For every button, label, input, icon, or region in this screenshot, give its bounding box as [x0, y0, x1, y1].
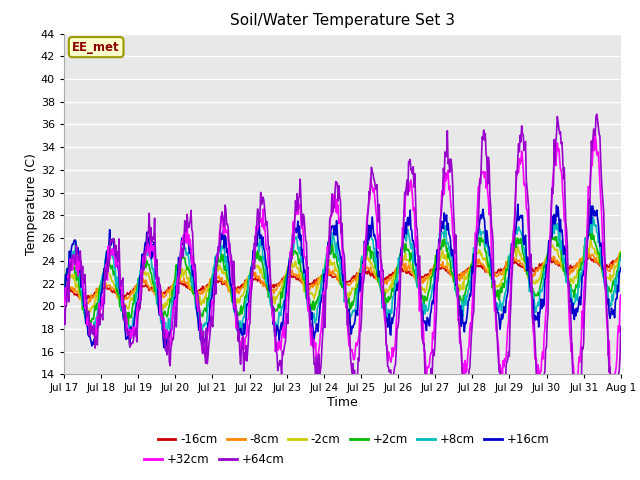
- +2cm: [86, 324, 93, 329]
- -16cm: [70, 292, 78, 298]
- +2cm: [185, 266, 193, 272]
- +16cm: [70, 238, 78, 244]
- +16cm: [60, 302, 68, 308]
- -2cm: [617, 249, 625, 254]
- +32cm: [70, 255, 78, 261]
- -2cm: [128, 298, 136, 303]
- +32cm: [426, 353, 434, 359]
- +64cm: [184, 222, 192, 228]
- +32cm: [591, 132, 599, 138]
- +8cm: [589, 215, 596, 220]
- +64cm: [410, 184, 418, 190]
- +2cm: [70, 265, 78, 271]
- -2cm: [587, 237, 595, 243]
- +64cm: [426, 378, 434, 384]
- +16cm: [127, 335, 135, 341]
- Line: +16cm: +16cm: [64, 204, 621, 351]
- +2cm: [128, 307, 136, 313]
- Line: -8cm: -8cm: [64, 253, 621, 304]
- -2cm: [70, 272, 78, 277]
- -8cm: [585, 250, 593, 256]
- +32cm: [610, 390, 618, 396]
- -2cm: [428, 277, 435, 283]
- +2cm: [585, 226, 593, 231]
- -8cm: [70, 289, 78, 295]
- +8cm: [70, 252, 78, 257]
- +64cm: [214, 259, 221, 264]
- +2cm: [428, 275, 435, 280]
- Line: +2cm: +2cm: [64, 228, 621, 326]
- +32cm: [184, 240, 192, 246]
- +16cm: [214, 250, 222, 256]
- +8cm: [124, 333, 132, 338]
- -16cm: [617, 254, 625, 260]
- +8cm: [128, 328, 136, 334]
- +2cm: [60, 288, 68, 293]
- +64cm: [70, 255, 78, 261]
- +64cm: [593, 111, 600, 117]
- -8cm: [411, 275, 419, 280]
- +8cm: [60, 298, 68, 304]
- -8cm: [617, 251, 625, 257]
- Line: +32cm: +32cm: [64, 135, 621, 393]
- Y-axis label: Temperature (C): Temperature (C): [25, 153, 38, 255]
- +16cm: [185, 242, 193, 248]
- -8cm: [128, 288, 136, 293]
- Title: Soil/Water Temperature Set 3: Soil/Water Temperature Set 3: [230, 13, 455, 28]
- +32cm: [410, 204, 418, 210]
- +8cm: [617, 255, 625, 261]
- +2cm: [214, 254, 222, 260]
- -16cm: [128, 288, 136, 294]
- -2cm: [60, 282, 68, 288]
- -16cm: [411, 273, 419, 278]
- Line: +8cm: +8cm: [64, 217, 621, 336]
- +8cm: [428, 295, 435, 300]
- +16cm: [163, 348, 170, 354]
- +8cm: [411, 260, 419, 265]
- -8cm: [185, 285, 193, 290]
- +64cm: [60, 307, 68, 312]
- +8cm: [214, 249, 222, 255]
- -16cm: [584, 253, 592, 259]
- Text: EE_met: EE_met: [72, 41, 120, 54]
- Line: +64cm: +64cm: [64, 114, 621, 424]
- +64cm: [611, 421, 618, 427]
- +2cm: [617, 250, 625, 256]
- +32cm: [617, 292, 625, 298]
- -2cm: [411, 274, 419, 280]
- -16cm: [214, 280, 222, 286]
- -8cm: [60, 286, 68, 291]
- X-axis label: Time: Time: [327, 396, 358, 409]
- +8cm: [185, 255, 193, 261]
- -16cm: [428, 266, 435, 272]
- +2cm: [411, 270, 419, 276]
- +32cm: [214, 251, 221, 256]
- -16cm: [185, 284, 193, 290]
- +16cm: [411, 249, 419, 255]
- +16cm: [514, 202, 522, 207]
- +32cm: [60, 302, 68, 308]
- -8cm: [428, 272, 435, 277]
- +16cm: [617, 265, 625, 271]
- -16cm: [80, 297, 88, 302]
- Legend: +32cm, +64cm: +32cm, +64cm: [140, 448, 289, 471]
- +64cm: [127, 341, 135, 347]
- -2cm: [214, 268, 222, 274]
- +32cm: [127, 336, 135, 341]
- -16cm: [60, 288, 68, 293]
- -8cm: [83, 301, 90, 307]
- Line: -2cm: -2cm: [64, 240, 621, 312]
- +64cm: [617, 324, 625, 329]
- +16cm: [428, 309, 435, 314]
- -2cm: [185, 275, 193, 281]
- -8cm: [214, 275, 222, 280]
- -2cm: [84, 309, 92, 314]
- Line: -16cm: -16cm: [64, 256, 621, 300]
